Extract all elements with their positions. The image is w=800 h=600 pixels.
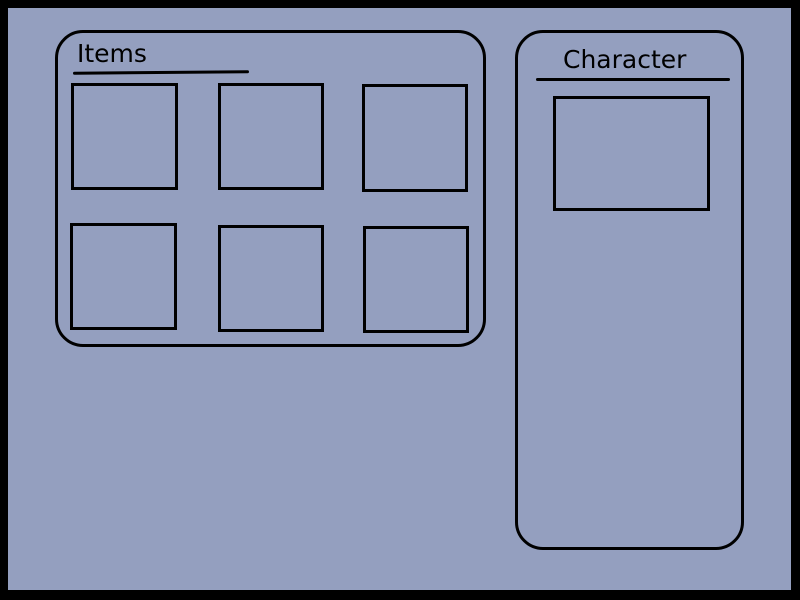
character-panel-title: Character [563,45,687,74]
item-slot-6[interactable] [363,226,469,333]
character-panel: Character [515,30,744,550]
items-panel: Items [55,30,486,347]
item-slot-1[interactable] [71,83,178,190]
items-panel-title: Items [77,39,147,68]
items-title-underline [72,70,250,75]
character-title-underline [536,78,730,81]
item-slot-3[interactable] [362,84,468,192]
item-slot-4[interactable] [70,223,177,330]
item-slot-2[interactable] [218,83,324,190]
item-slot-5[interactable] [218,225,324,332]
game-ui-background: Items Character [8,8,791,590]
character-portrait-slot[interactable] [553,96,710,211]
